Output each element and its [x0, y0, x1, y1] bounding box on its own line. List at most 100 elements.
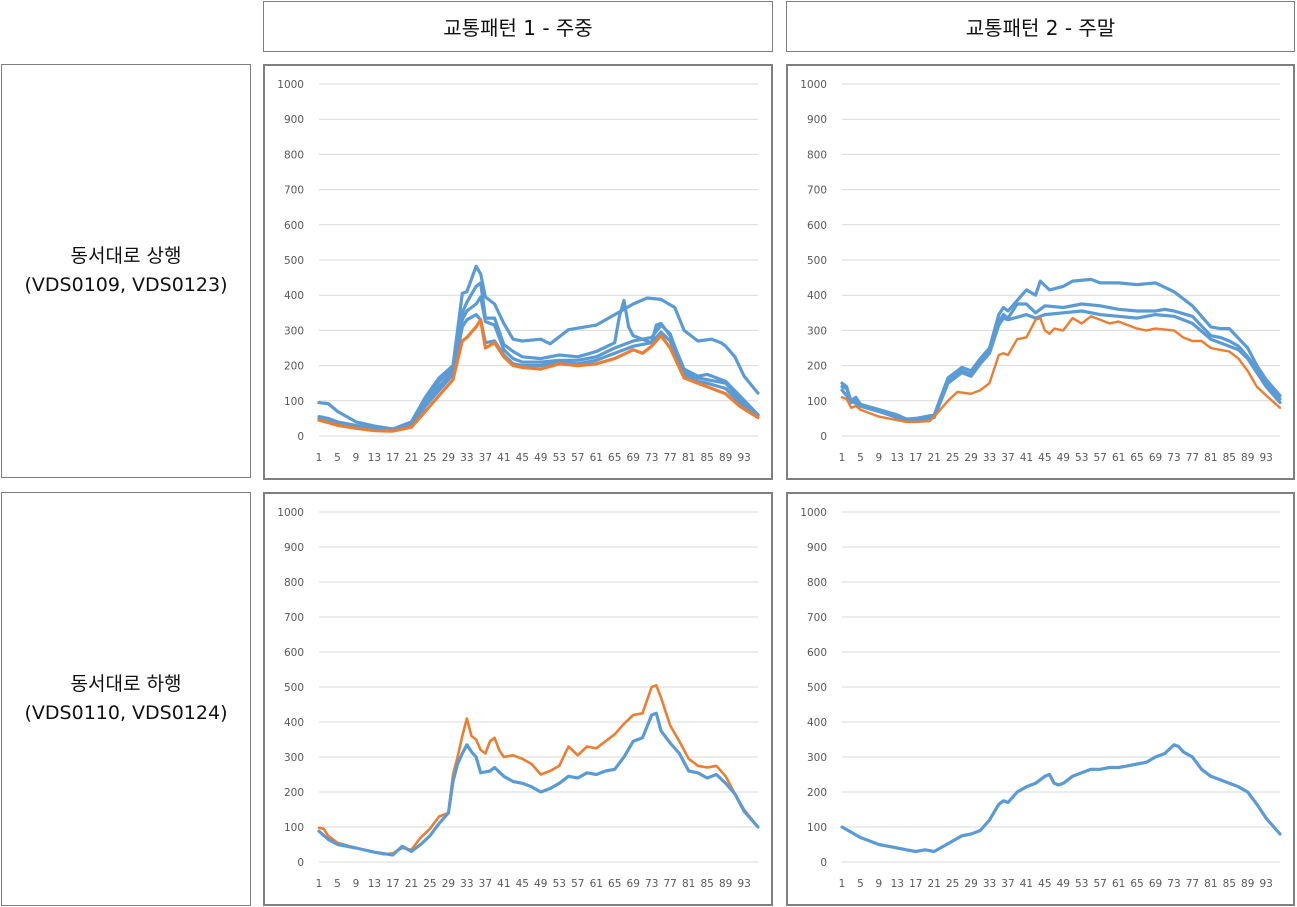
- y-tick-label: 800: [807, 149, 827, 161]
- x-tick-label: 61: [1112, 878, 1125, 890]
- chart-downbound-weekday: 0 100 200 300 400 500 600 700 800 900 1000 1 5 9 13 17 2…: [263, 492, 773, 906]
- x-tick-label: 61: [1112, 452, 1125, 464]
- y-tick-label: 500: [284, 255, 304, 267]
- x-tick-label: 53: [1075, 878, 1088, 890]
- y-tick-label: 600: [807, 647, 827, 659]
- x-tick-label: 69: [627, 452, 640, 464]
- x-tick-label: 17: [386, 452, 399, 464]
- series-line-blue-1: [317, 711, 760, 857]
- y-tick-label: 600: [284, 220, 304, 232]
- x-tick-label: 73: [1167, 878, 1180, 890]
- x-tick-label: 89: [1241, 452, 1254, 464]
- y-tick-label: 500: [807, 682, 827, 694]
- y-tick-label: 700: [807, 612, 827, 624]
- row-label-upbound-name: 동서대로 상행: [70, 245, 182, 267]
- x-tick-label: 5: [334, 452, 341, 464]
- x-tick-label: 37: [479, 452, 492, 464]
- x-tick-label: 13: [891, 452, 904, 464]
- x-tick-label: 1: [839, 452, 846, 464]
- y-tick-label: 200: [284, 787, 304, 799]
- x-tick-label: 85: [1223, 878, 1236, 890]
- x-tick-label: 25: [946, 878, 959, 890]
- x-tick-label: 53: [553, 878, 566, 890]
- x-tick-label: 89: [1241, 878, 1254, 890]
- x-tick-label: 45: [1038, 878, 1051, 890]
- x-tick-label: 17: [909, 878, 922, 890]
- y-tick-label: 300: [807, 752, 827, 764]
- y-tick-label: 1000: [800, 507, 827, 519]
- series-line-blue-3: [317, 295, 760, 432]
- x-tick-label: 13: [891, 878, 904, 890]
- y-tick-label: 900: [807, 114, 827, 126]
- x-tick-label: 65: [1130, 878, 1143, 890]
- x-tick-label: 93: [737, 452, 750, 464]
- x-tick-label: 93: [1259, 878, 1272, 890]
- series-line-orange-1: [840, 315, 1282, 424]
- y-tick-label: 600: [284, 647, 304, 659]
- x-tick-label: 9: [876, 452, 883, 464]
- x-tick-label: 41: [497, 878, 510, 890]
- x-tick-label: 45: [516, 878, 529, 890]
- chart-upbound-weekday: 0 100 200 300 400 500 600 700 800 900 1000 1 5 9 13 17 2…: [263, 64, 773, 480]
- x-tick-label: 81: [682, 452, 695, 464]
- x-tick-label: 77: [1186, 878, 1199, 890]
- y-tick-label: 400: [807, 717, 827, 729]
- y-tick-label: 200: [807, 787, 827, 799]
- x-tick-label: 69: [1149, 878, 1162, 890]
- y-tick-label: 0: [297, 431, 304, 443]
- row-label-downbound: 동서대로 하행 (VDS0110, VDS0124): [1, 492, 251, 906]
- x-tick-label: 81: [682, 878, 695, 890]
- x-tick-label: 21: [405, 452, 418, 464]
- y-tick-label: 400: [284, 290, 304, 302]
- x-tick-label: 37: [1001, 878, 1014, 890]
- x-tick-label: 9: [353, 452, 360, 464]
- x-tick-label: 57: [1094, 878, 1107, 890]
- y-tick-label: 900: [807, 542, 827, 554]
- y-tick-label: 800: [284, 577, 304, 589]
- header-pattern2: 교통패턴 2 - 주말: [786, 1, 1295, 52]
- x-tick-label: 17: [909, 452, 922, 464]
- x-tick-label: 17: [386, 878, 399, 890]
- x-tick-label: 81: [1204, 452, 1217, 464]
- x-tick-label: 73: [645, 878, 658, 890]
- series-line-blue-1: [840, 743, 1282, 854]
- x-tick-label: 77: [664, 452, 677, 464]
- chart-upbound-weekend-svg: 0 100 200 300 400 500 600 700 800 900 1000 1 5 9 13 17 2…: [800, 79, 1282, 464]
- x-tick-label: 1: [316, 878, 323, 890]
- y-tick-label: 700: [284, 185, 304, 197]
- y-tick-label: 100: [284, 396, 304, 408]
- y-tick-label: 800: [284, 149, 304, 161]
- x-tick-label: 65: [1130, 452, 1143, 464]
- x-tick-label: 29: [442, 878, 455, 890]
- x-tick-label: 57: [571, 452, 584, 464]
- series-line-blue-2: [317, 281, 760, 432]
- series-line-orange-1: [317, 318, 760, 433]
- y-tick-label: 200: [284, 361, 304, 373]
- x-tick-label: 45: [1038, 452, 1051, 464]
- x-tick-label: 37: [1001, 452, 1014, 464]
- x-tick-label: 9: [876, 878, 883, 890]
- row-label-downbound-ids: (VDS0110, VDS0124): [24, 702, 228, 724]
- x-tick-label: 25: [423, 452, 436, 464]
- y-tick-label: 500: [284, 682, 304, 694]
- chart-upbound-weekday-svg: 0 100 200 300 400 500 600 700 800 900 1000 1 5 9 13 17 2…: [277, 79, 760, 464]
- x-tick-label: 21: [928, 878, 941, 890]
- x-tick-label: 5: [334, 878, 341, 890]
- y-tick-label: 1000: [800, 79, 827, 91]
- row-label-upbound-ids: (VDS0109, VDS0123): [24, 274, 228, 296]
- chart-downbound-weekday-svg: 0 100 200 300 400 500 600 700 800 900 1000 1 5 9 13 17 2…: [277, 507, 760, 890]
- y-tick-label: 800: [807, 577, 827, 589]
- x-tick-label: 33: [460, 452, 473, 464]
- y-tick-label: 900: [284, 114, 304, 126]
- y-tick-label: 1000: [277, 507, 304, 519]
- series-line-blue-3: [840, 309, 1282, 422]
- y-tick-label: 700: [807, 185, 827, 197]
- x-tick-label: 25: [423, 878, 436, 890]
- chart-downbound-weekend: 0 100 200 300 400 500 600 700 800 900 1000 1 5 9 13 17 2…: [786, 492, 1295, 906]
- y-tick-label: 100: [807, 822, 827, 834]
- x-tick-label: 41: [1020, 452, 1033, 464]
- x-tick-label: 89: [719, 878, 732, 890]
- series-line-blue-2: [840, 302, 1282, 422]
- x-tick-label: 69: [1149, 452, 1162, 464]
- series-line-blue-1: [317, 264, 760, 431]
